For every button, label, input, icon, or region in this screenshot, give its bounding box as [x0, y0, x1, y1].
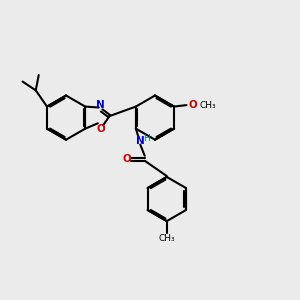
Text: O: O	[123, 154, 131, 164]
Text: N: N	[96, 100, 105, 110]
Text: O: O	[97, 124, 106, 134]
Text: N: N	[136, 136, 145, 146]
Text: H: H	[143, 134, 150, 143]
Text: CH₃: CH₃	[158, 234, 175, 243]
Text: O: O	[189, 100, 198, 110]
Text: CH₃: CH₃	[199, 100, 216, 109]
